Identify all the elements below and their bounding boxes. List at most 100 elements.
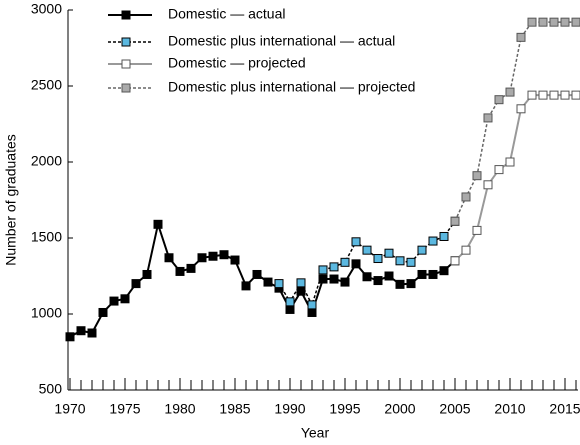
data-point [208,251,218,261]
data-point [197,253,207,263]
data-point [549,17,559,27]
data-point [186,263,196,273]
legend-label: Domestic — actual [168,6,285,22]
data-point [516,104,526,114]
data-point [175,266,185,276]
data-point [285,297,295,307]
data-point [263,277,273,287]
legend-label: Domestic plus international — actual [168,33,395,49]
data-point [307,300,317,310]
data-point [494,165,504,175]
data-point [164,253,174,263]
data-point [373,276,383,286]
data-point [98,307,108,317]
data-point [428,236,438,246]
data-point [417,269,427,279]
y-tick-label: 500 [39,381,63,397]
data-point [571,17,580,27]
x-tick-label: 2005 [439,401,470,417]
y-tick-label: 1500 [31,229,62,245]
legend-label: Domestic — projected [168,55,306,71]
data-point [318,274,328,284]
legend-marker [121,59,131,69]
data-point [439,266,449,276]
legend-marker [121,10,131,20]
legend-marker [121,83,131,93]
x-tick-label: 1970 [54,401,85,417]
data-point [395,279,405,289]
data-point [450,216,460,226]
data-point [472,225,482,235]
data-point [384,271,394,281]
y-tick-label: 1000 [31,305,62,321]
data-point [252,269,262,279]
data-point [329,262,339,272]
data-point [65,332,75,342]
x-tick-label: 1985 [219,401,250,417]
y-tick-label: 2000 [31,153,62,169]
data-point [285,304,295,314]
data-point [461,192,471,202]
data-point [296,278,306,288]
data-point [307,307,317,317]
data-point [109,296,119,306]
data-point [351,237,361,247]
data-point [483,180,493,190]
data-point [417,245,427,255]
data-point [505,157,515,167]
data-point [494,95,504,105]
data-point [340,257,350,267]
data-point [527,90,537,100]
data-point [428,269,438,279]
data-point [329,274,339,284]
data-point [483,113,493,123]
data-point [384,248,394,258]
data-point [230,255,240,265]
data-point [527,17,537,27]
x-tick-label: 2015 [549,401,580,417]
data-point [318,265,328,275]
x-tick-label: 1975 [109,401,140,417]
x-tick-label: 2000 [384,401,415,417]
data-point [219,250,229,260]
data-point [472,171,482,181]
x-tick-label: 1990 [274,401,305,417]
data-point [274,279,284,289]
y-tick-label: 2500 [31,77,62,93]
y-tick-label: 3000 [31,1,62,17]
x-tick-label: 1980 [164,401,195,417]
data-point [549,90,559,100]
data-point [406,279,416,289]
data-point [505,87,515,97]
x-axis-title: Year [301,425,330,441]
data-point [131,279,141,289]
data-point [538,17,548,27]
x-tick-label: 2010 [494,401,525,417]
data-point [153,219,163,229]
data-point [373,254,383,264]
data-point [560,17,570,27]
data-point [142,269,152,279]
data-point [362,245,372,255]
y-axis-title: Number of graduates [3,134,19,266]
legend-marker [121,37,131,47]
data-point [362,272,372,282]
data-point [406,257,416,267]
data-point [340,277,350,287]
x-tick-label: 1995 [329,401,360,417]
data-point [571,90,580,100]
series-line [454,21,576,222]
data-point [395,256,405,266]
data-point [439,231,449,241]
data-point [87,328,97,338]
data-point [560,90,570,100]
data-point [516,32,526,42]
legend-label: Domestic plus international — projected [168,79,415,95]
data-point [461,245,471,255]
data-point [241,281,251,291]
data-point [538,90,548,100]
data-point [351,259,361,269]
data-point [76,326,86,336]
data-point [450,256,460,266]
